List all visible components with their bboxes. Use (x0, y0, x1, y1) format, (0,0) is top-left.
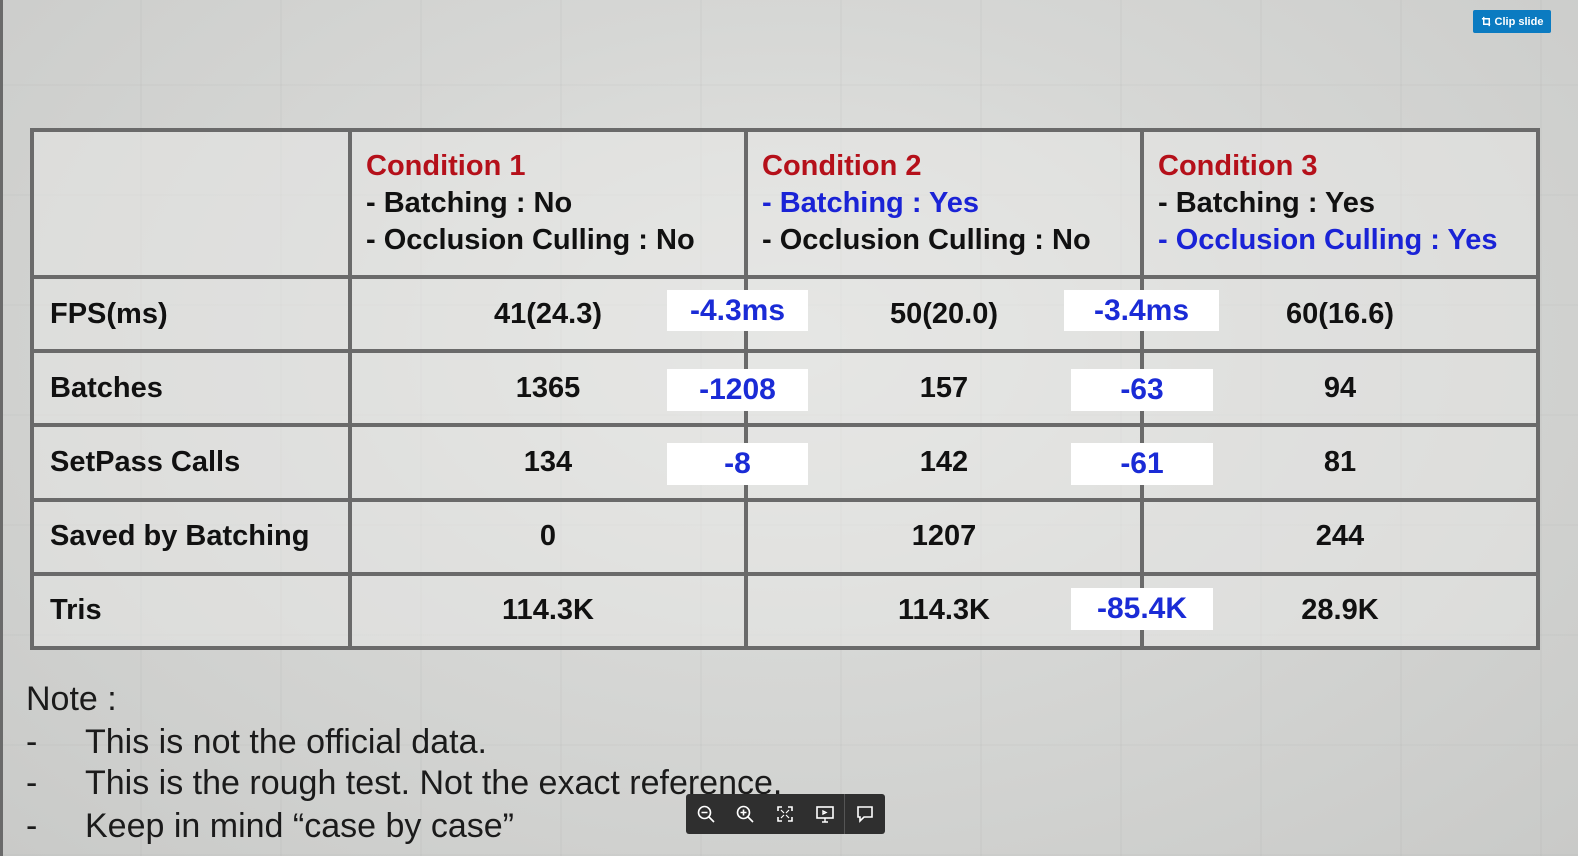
condition-3-header: Condition 3 - Batching : Yes - Occlusion… (1140, 128, 1540, 279)
row-label: Batches (30, 349, 352, 428)
condition-title: Condition 1 (366, 150, 526, 182)
diff-badge-tris: -85.4K (1071, 588, 1213, 630)
diff-badge-setpass-1: -8 (667, 443, 808, 485)
fullscreen-button[interactable] (765, 794, 805, 834)
condition-2-header: Condition 2 - Batching : Yes - Occlusion… (744, 128, 1144, 279)
table-row-fps: FPS(ms) 41(24.3) 50(20.0) 60(16.6) (30, 274, 1540, 354)
diff-badge-batches-1: -1208 (667, 369, 808, 411)
value-cell: 114.3K (348, 571, 748, 651)
clip-icon (1481, 16, 1490, 27)
toolbar-divider (844, 794, 846, 834)
present-icon (815, 806, 834, 823)
value-cell: 114.3K (744, 571, 1144, 651)
value-cell: 60(16.6) (1140, 274, 1540, 354)
slide-left-border (0, 0, 3, 856)
clip-slide-button[interactable]: Clip slide (1473, 10, 1551, 33)
zoom-in-button[interactable] (726, 794, 766, 834)
bullet-dash: - (26, 723, 38, 761)
bullet-dash: - (26, 807, 38, 845)
diff-badge-fps-1: -4.3ms (667, 290, 808, 331)
batching-setting: - Batching : Yes (762, 187, 980, 219)
zoom-in-icon (737, 805, 754, 823)
occlusion-setting: - Occlusion Culling : No (366, 224, 695, 256)
condition-1-header: Condition 1 - Batching : No - Occlusion … (348, 128, 748, 279)
table-header-row: Condition 1 - Batching : No - Occlusion … (30, 128, 1540, 279)
viewer-toolbar (686, 794, 885, 834)
comment-icon (857, 806, 874, 823)
value-cell: 1207 (744, 497, 1144, 576)
value-cell: 41(24.3) (348, 274, 748, 354)
occlusion-setting: - Occlusion Culling : Yes (1158, 224, 1498, 256)
note-item-text: This is the rough test. Not the exact re… (85, 764, 783, 802)
fullscreen-icon (777, 806, 793, 822)
note-item-text: This is not the official data. (85, 723, 487, 761)
table-row-setpass: SetPass Calls 134 142 81 (30, 423, 1540, 502)
note-title: Note : (26, 680, 117, 718)
zoom-out-icon (697, 805, 715, 823)
row-label: Tris (30, 571, 352, 651)
batching-setting: - Batching : No (366, 187, 573, 219)
zoom-out-button[interactable] (686, 794, 726, 834)
clip-slide-label: Clip slide (1494, 15, 1544, 28)
comment-button[interactable] (845, 794, 885, 834)
row-label: SetPass Calls (30, 423, 352, 502)
row-label: FPS(ms) (30, 274, 352, 354)
condition-title: Condition 2 (762, 150, 922, 182)
row-label: Saved by Batching (30, 497, 352, 576)
note-item-text: Keep in mind “case by case” (85, 807, 514, 845)
table-row-tris: Tris 114.3K 114.3K 28.9K (30, 571, 1540, 651)
diff-badge-batches-2: -63 (1071, 369, 1213, 411)
present-button[interactable] (805, 794, 845, 834)
occlusion-setting: - Occlusion Culling : No (762, 224, 1091, 256)
diff-badge-fps-2: -3.4ms (1064, 290, 1219, 331)
corner-cell (30, 128, 352, 279)
condition-title: Condition 3 (1158, 150, 1318, 182)
value-cell: 244 (1140, 497, 1540, 576)
batching-setting: - Batching : Yes (1158, 187, 1376, 219)
table-row-saved-by-batching: Saved by Batching 0 1207 244 (30, 497, 1540, 576)
value-cell: 0 (348, 497, 748, 576)
diff-badge-setpass-2: -61 (1071, 443, 1213, 485)
bullet-dash: - (26, 764, 38, 802)
